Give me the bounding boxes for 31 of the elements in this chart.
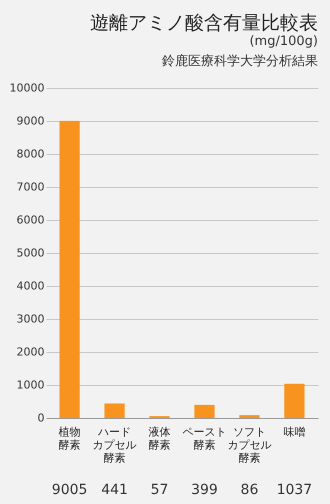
data-label: 399 [191, 482, 218, 498]
data-label: 9005 [52, 482, 88, 498]
x-tick-label: ハードカプセル酵素 [92, 426, 137, 464]
y-tick-label: 3000 [16, 312, 44, 326]
chart-title: 遊離アミノ酸含有量比較表 [90, 12, 318, 34]
x-tick-label: 植物酵素 [58, 426, 81, 452]
y-tick-label: 2000 [16, 346, 44, 358]
bar [239, 415, 260, 418]
bar [104, 403, 125, 418]
data-label: 441 [101, 482, 128, 498]
bar [284, 384, 305, 418]
data-label: 1037 [276, 482, 312, 498]
y-tick-label: 1000 [16, 378, 44, 392]
y-tick-label: 5000 [16, 246, 44, 260]
x-tick-label: 味噌 [283, 426, 306, 438]
data-label: 86 [240, 482, 258, 498]
text: 鈴鹿医療科学大学分析結果 [162, 54, 318, 69]
y-tick-label: 4000 [16, 280, 44, 292]
chart-subtitle: (mg/100g) [249, 34, 318, 49]
bar [59, 120, 80, 418]
x-tick-label: 液体酵素 [148, 426, 171, 452]
y-tick-label: 8000 [16, 148, 44, 160]
y-tick-label: 9000 [16, 114, 44, 128]
bar [194, 404, 215, 418]
data-label: 57 [150, 482, 168, 498]
y-tick-label: 10000 [10, 82, 44, 94]
x-tick-label: ソフトカプセル酵素 [227, 426, 272, 464]
y-tick-label: 0 [38, 412, 44, 424]
x-tick-label: ペースト酵素 [182, 426, 226, 452]
y-tick-label: 7000 [16, 180, 44, 194]
y-tick-label: 6000 [16, 214, 44, 226]
